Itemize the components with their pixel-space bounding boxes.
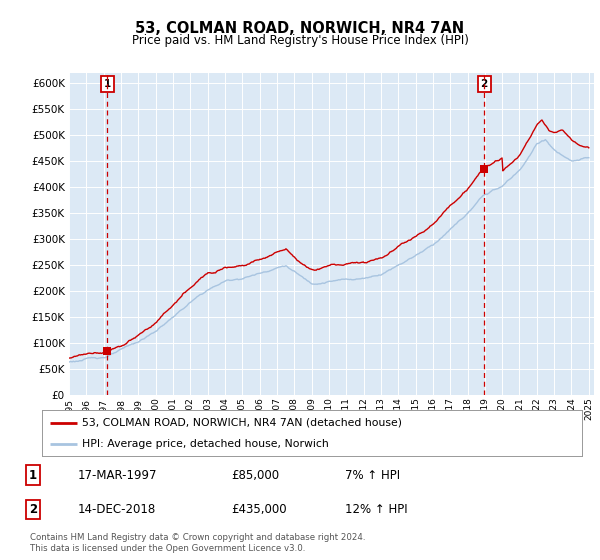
Text: 7% ↑ HPI: 7% ↑ HPI — [345, 469, 400, 482]
Text: 2: 2 — [29, 503, 37, 516]
Text: £85,000: £85,000 — [231, 469, 279, 482]
Text: Price paid vs. HM Land Registry's House Price Index (HPI): Price paid vs. HM Land Registry's House … — [131, 34, 469, 46]
Text: 2: 2 — [481, 79, 488, 89]
Text: £435,000: £435,000 — [231, 503, 287, 516]
Text: 1: 1 — [104, 79, 111, 89]
Text: 53, COLMAN ROAD, NORWICH, NR4 7AN (detached house): 53, COLMAN ROAD, NORWICH, NR4 7AN (detac… — [83, 418, 403, 428]
Text: HPI: Average price, detached house, Norwich: HPI: Average price, detached house, Norw… — [83, 439, 329, 449]
Text: 1: 1 — [29, 469, 37, 482]
Text: 17-MAR-1997: 17-MAR-1997 — [78, 469, 157, 482]
Text: 53, COLMAN ROAD, NORWICH, NR4 7AN: 53, COLMAN ROAD, NORWICH, NR4 7AN — [136, 21, 464, 36]
Text: 12% ↑ HPI: 12% ↑ HPI — [345, 503, 407, 516]
Text: 14-DEC-2018: 14-DEC-2018 — [78, 503, 156, 516]
Text: Contains HM Land Registry data © Crown copyright and database right 2024.
This d: Contains HM Land Registry data © Crown c… — [30, 533, 365, 553]
